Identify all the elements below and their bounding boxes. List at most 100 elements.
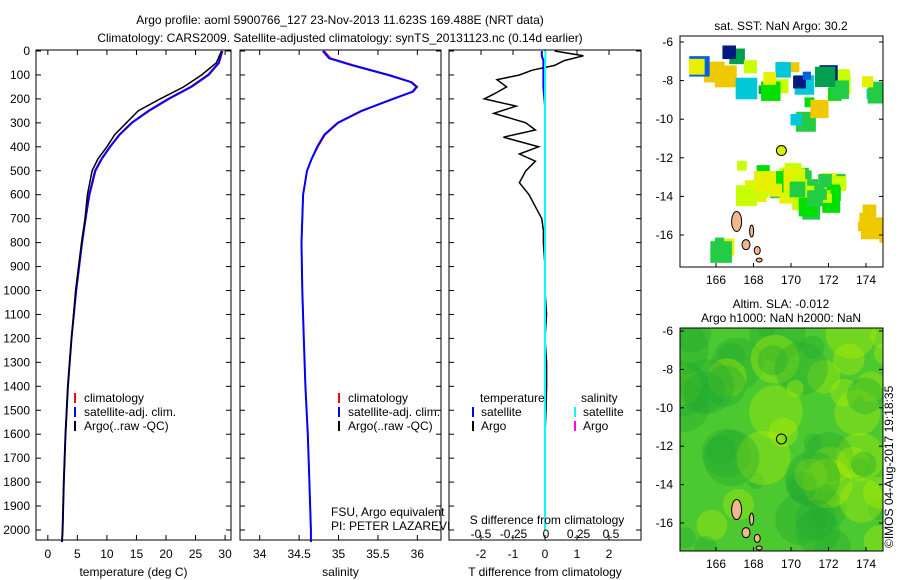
- x-axis-label-2: S difference from climatology: [470, 513, 625, 527]
- map-title: sat. SST: NaN Argo: 30.2: [714, 19, 848, 33]
- sla-blob: [736, 430, 791, 485]
- sla-blob: [801, 335, 825, 360]
- lat-tick-label: -8: [662, 74, 673, 88]
- lon-tick-label: 166: [706, 557, 726, 571]
- series-line-s-satellite: [544, 50, 547, 530]
- sla-blob: [680, 328, 709, 376]
- sla-blob: [707, 358, 747, 398]
- sla-blob: [803, 432, 854, 483]
- x-tick2-label: -0.25: [500, 527, 528, 541]
- lon-tick-label: 174: [856, 557, 876, 571]
- y-tick-label: 1200: [3, 331, 30, 345]
- x-tick2-label: -0.5: [471, 527, 492, 541]
- lat-tick-label: -12: [656, 439, 674, 453]
- legend-heading-temperature: temperature: [480, 391, 545, 405]
- map-field: [688, 45, 883, 263]
- legend-swatch: [472, 421, 474, 431]
- y-tick-label: 1800: [3, 475, 30, 489]
- y-tick-label: 500: [10, 164, 30, 178]
- x-axis-label: salinity: [322, 565, 359, 579]
- y-tick-label: 1500: [3, 403, 30, 417]
- x-tick2-label: 0.25: [567, 527, 591, 541]
- x-tick-label: 0: [542, 547, 549, 561]
- lat-tick-label: -14: [656, 189, 674, 203]
- sla-blob: [870, 328, 883, 349]
- sla-blob: [680, 380, 710, 433]
- sla-blob: [701, 428, 751, 478]
- x-axis-label: T difference from climatology: [468, 565, 622, 579]
- difference-panel: -2 -1 0 1 2 T difference from climatology temp…: [448, 49, 642, 579]
- temperature-panel: 0 5 10 15 20 25 30 temperature (deg C) 0 100 200 30…: [3, 44, 232, 579]
- map-frame: [679, 35, 884, 268]
- sst-cell: [722, 45, 736, 60]
- legend-swatch: [574, 407, 576, 417]
- lon-tick-label: 172: [818, 557, 838, 571]
- footer-credit: ©IMOS 04-Aug-2017 19:18:35: [882, 385, 896, 548]
- sla-blob: [694, 535, 717, 551]
- sst-cell: [793, 75, 806, 89]
- lon-tick-label: 170: [781, 557, 801, 571]
- sla-blob: [747, 472, 765, 490]
- sla-blob: [836, 446, 869, 479]
- lon-tick-label: 168: [743, 273, 763, 287]
- x-tick-label: 34: [253, 547, 267, 561]
- argo-profile-marker: [775, 433, 787, 445]
- x-tick2-label: 0.5: [603, 527, 620, 541]
- x-tick-label: 34.5: [287, 547, 311, 561]
- sla-blob: [794, 458, 827, 491]
- x-tick-label: 1: [574, 547, 581, 561]
- island: [755, 257, 763, 263]
- legend-swatch: [338, 407, 340, 417]
- sla-blob: [813, 528, 851, 551]
- sst-cell: [830, 184, 840, 194]
- x-tick-label: 36: [411, 547, 425, 561]
- x-tick-label: 20: [159, 547, 173, 561]
- x-tick-label: 35.5: [366, 547, 390, 561]
- y-tick-label: 1600: [3, 427, 30, 441]
- y-tick-label: 300: [10, 116, 30, 130]
- sst-cell: [857, 221, 868, 232]
- island: [753, 245, 761, 255]
- sst-cell: [792, 173, 803, 184]
- sla-blob: [680, 359, 734, 415]
- sla-blob: [680, 361, 710, 417]
- sla-blob: [855, 371, 883, 402]
- legend-swatch: [338, 393, 340, 403]
- sla-blob: [680, 366, 702, 405]
- legend-swatch: [74, 393, 76, 403]
- y-tick-label: 400: [10, 140, 30, 154]
- sst-cell: [815, 188, 827, 200]
- lat-tick-label: -16: [656, 516, 674, 530]
- lat-tick-label: -16: [656, 228, 674, 242]
- lat-tick-label: -14: [656, 478, 674, 492]
- sla-blob: [704, 365, 746, 407]
- legend-swatch: [74, 421, 76, 431]
- sla-blob: [846, 377, 883, 415]
- lat-tick-label: -10: [656, 112, 674, 126]
- y-tick-label: 600: [10, 188, 30, 202]
- sla-blob: [804, 433, 823, 452]
- sla-blob: [808, 491, 847, 529]
- title-line-2: Climatology: CARS2009. Satellite-adjuste…: [97, 31, 582, 45]
- legend-swatch: [574, 421, 576, 431]
- y-tick-label: 0: [23, 44, 30, 58]
- sla-blob: [807, 360, 841, 394]
- x-tick-label: 0: [44, 547, 51, 561]
- x-tick-label: -2: [476, 547, 487, 561]
- sla-blob: [749, 328, 806, 363]
- sla-blob: [851, 451, 877, 477]
- sla-blob: [863, 476, 883, 509]
- x-tick-label: 15: [130, 547, 144, 561]
- sst-cell: [735, 77, 758, 100]
- sst-cell: [810, 99, 829, 119]
- legend-label: climatology: [84, 391, 144, 405]
- sla-blob: [785, 451, 841, 507]
- island: [749, 224, 755, 238]
- legend-label: climatology: [348, 391, 408, 405]
- x-tick-label: 2: [606, 547, 613, 561]
- sst-cell: [789, 181, 806, 198]
- sst-cell: [688, 58, 705, 75]
- sst-cell: [807, 179, 819, 191]
- sst-cell: [867, 208, 876, 217]
